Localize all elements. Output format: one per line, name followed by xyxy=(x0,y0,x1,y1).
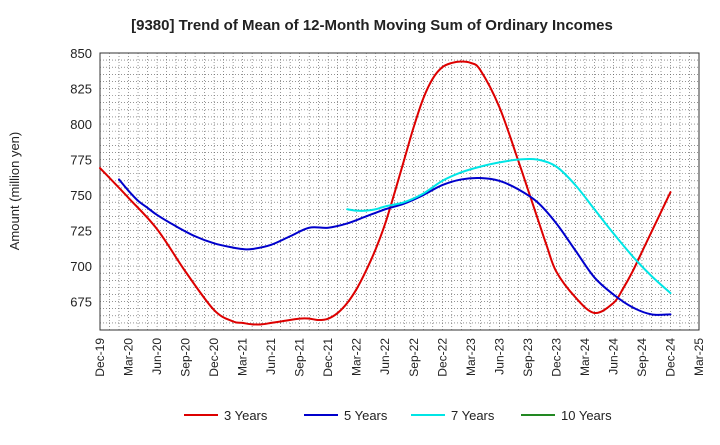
x-tick-label: Dec-23 xyxy=(549,338,563,377)
x-tick-label: Dec-24 xyxy=(663,338,677,377)
plot-area xyxy=(99,52,700,331)
legend-label-3-years: 3 Years xyxy=(224,408,268,423)
grid-lines xyxy=(100,53,699,330)
y-tick-label: 700 xyxy=(70,259,92,274)
series-line-7-years xyxy=(346,157,672,295)
legend-label-5-years: 5 Years xyxy=(344,408,388,423)
x-tick-label: Jun-23 xyxy=(492,338,506,375)
x-tick-label: Mar-25 xyxy=(692,338,706,376)
x-tick-label: Jun-24 xyxy=(606,338,620,375)
legend: 3 Years 5 Years 7 Years 10 Years xyxy=(184,408,612,423)
legend-label-10-years: 10 Years xyxy=(561,408,612,423)
y-tick-label: 750 xyxy=(70,188,92,203)
x-axis-ticks: Dec-19 Mar-20 Jun-20 Sep-20 Dec-20 Mar-21 Jun-… xyxy=(93,338,706,377)
x-tick-label: Dec-20 xyxy=(207,338,221,377)
x-tick-label: Mar-24 xyxy=(578,338,592,376)
x-tick-label: Mar-20 xyxy=(122,338,136,376)
y-tick-label: 850 xyxy=(70,46,92,61)
x-tick-label: Sep-21 xyxy=(293,338,307,377)
y-tick-label: 675 xyxy=(70,295,92,310)
x-tick-label: Sep-24 xyxy=(635,338,649,377)
x-tick-label: Mar-21 xyxy=(236,338,250,376)
x-tick-label: Mar-23 xyxy=(464,338,478,376)
x-tick-label: Jun-21 xyxy=(264,338,278,375)
x-tick-label: Dec-19 xyxy=(93,338,107,377)
x-tick-label: Jun-20 xyxy=(150,338,164,375)
x-tick-label: Dec-22 xyxy=(435,338,449,377)
y-tick-label: 800 xyxy=(70,117,92,132)
legend-label-7-years: 7 Years xyxy=(451,408,495,423)
x-tick-label: Jun-22 xyxy=(378,338,392,375)
series-line-3-years xyxy=(99,60,672,326)
series-lines xyxy=(99,60,672,326)
y-axis-label: Amount (million yen) xyxy=(7,132,22,251)
x-tick-label: Sep-20 xyxy=(179,338,193,377)
y-axis-ticks: 675 700 725 750 775 800 825 850 xyxy=(70,46,92,310)
x-tick-label: Sep-23 xyxy=(521,338,535,377)
y-tick-label: 725 xyxy=(70,224,92,239)
x-tick-label: Mar-22 xyxy=(350,338,364,376)
x-tick-label: Dec-21 xyxy=(321,338,335,377)
chart-title: [9380] Trend of Mean of 12-Month Moving … xyxy=(131,17,613,34)
y-tick-label: 825 xyxy=(70,82,92,97)
series-line-5-years xyxy=(118,176,672,316)
x-tick-label: Sep-22 xyxy=(407,338,421,377)
y-tick-label: 775 xyxy=(70,153,92,168)
